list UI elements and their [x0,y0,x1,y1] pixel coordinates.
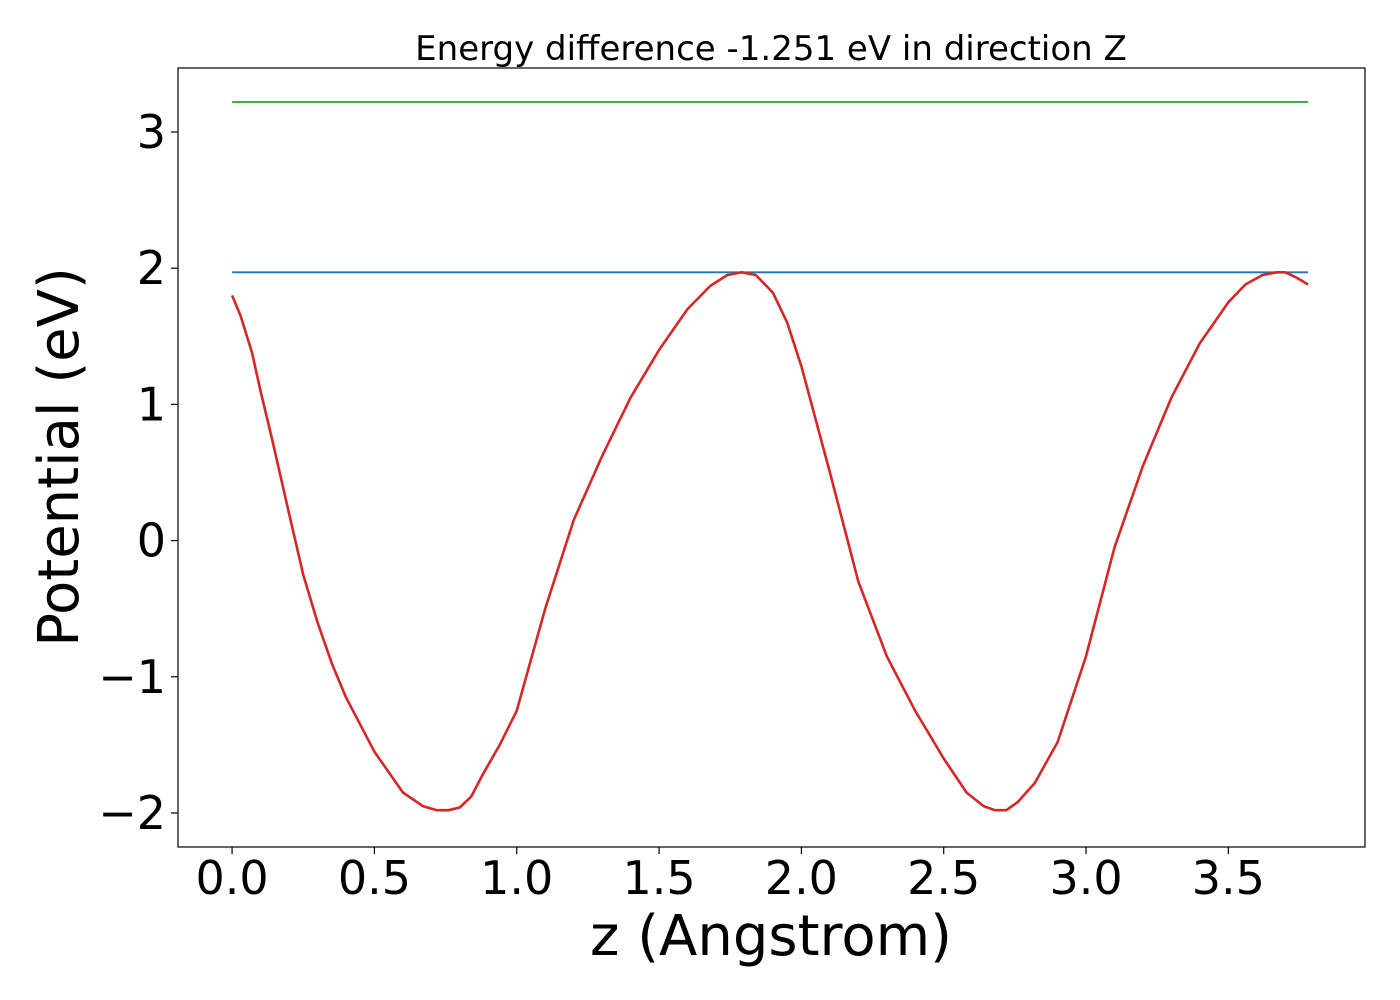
red-potential-curve [230,270,1309,812]
y-axis-label: Potential (eV) [27,267,92,647]
x-tick-label: 0.5 [338,851,411,905]
y-tick-label: −2 [98,786,166,840]
x-tick-label: 3.0 [1049,851,1122,905]
series-layer [230,101,1309,812]
x-tick-label: 3.5 [1192,851,1265,905]
y-tick-label: −1 [98,650,166,704]
plot-frame [177,67,1366,848]
x-tick-label: 0.0 [196,851,269,905]
y-tick-label: 2 [137,241,166,295]
x-axis-label: z (Angstrom) [590,904,952,969]
y-tick-label: 3 [137,105,166,159]
x-tick-label: 1.5 [622,851,695,905]
y-tick-label: 0 [137,514,166,568]
x-tick-label: 2.0 [765,851,838,905]
x-tick-label: 2.5 [907,851,980,905]
x-tick-label: 1.0 [480,851,553,905]
chart-title: Energy difference -1.251 eV in direction… [415,29,1127,69]
x-axis: 0.0 0.5 1.0 1.5 2.0 2.5 3.0 3.5 [196,847,1265,905]
y-tick-label: 1 [137,377,166,431]
y-axis: −2 −1 0 1 2 3 [98,105,178,840]
